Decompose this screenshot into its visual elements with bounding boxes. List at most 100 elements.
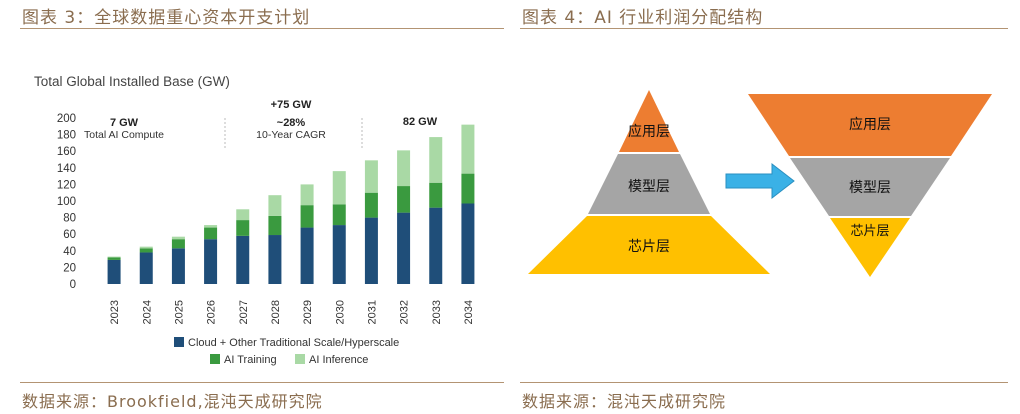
- legend-inference-swatch: [295, 354, 305, 364]
- footer-rule-left: [20, 382, 504, 383]
- bar-segment-training: [171, 239, 185, 249]
- annot-left-value: 7 GW: [110, 117, 139, 129]
- legend-cloud-label: Cloud + Other Traditional Scale/Hypersca…: [188, 337, 399, 349]
- bar-segment-training: [429, 182, 443, 208]
- annot-mid-top: +75 GW: [271, 99, 312, 111]
- left-caption: 图表 3：全球数据重心资本开支计划: [22, 8, 311, 28]
- x-tick-label: 2034: [463, 300, 475, 324]
- right-pyramid-app-label: 应用层: [849, 116, 891, 133]
- bar-segment-training: [204, 227, 218, 240]
- right-source: 数据来源：混沌天成研究院: [522, 392, 727, 411]
- bar-segment-inference: [397, 150, 411, 187]
- bar-segment-cloud: [332, 225, 346, 284]
- bar-segment-inference: [364, 160, 378, 193]
- left-pyramid-chip-label: 芯片层: [628, 239, 670, 255]
- bar-segment-training: [107, 257, 121, 260]
- chart-legend: Cloud + Other Traditional Scale/Hypersca…: [174, 337, 399, 366]
- bar-segment-inference: [107, 256, 121, 258]
- header-rule-left: [20, 28, 504, 29]
- x-tick-label: 2029: [302, 300, 314, 324]
- right-pyramid-model-layer: [790, 158, 950, 216]
- y-tick-label: 20: [63, 262, 76, 274]
- bar-segment-inference: [332, 171, 346, 205]
- x-tick-label: 2024: [141, 300, 153, 324]
- chart-title: Total Global Installed Base (GW): [34, 74, 230, 89]
- annot-mid-label: 10-Year CAGR: [256, 129, 326, 141]
- x-tick-label: 2025: [173, 300, 185, 324]
- bar-segment-inference: [204, 225, 218, 228]
- legend-inference-label: AI Inference: [309, 354, 368, 366]
- bar-segment-training: [300, 205, 314, 228]
- chart-panel: Total Global Installed Base (GW) 0 20 40 60…: [20, 32, 504, 378]
- legend-cloud-swatch: [174, 337, 184, 347]
- y-tick-label: 160: [57, 146, 76, 158]
- x-tick-label: 2027: [238, 300, 250, 324]
- profit-pyramid-diagram: 应用层 模型层 芯片层 应用层 模型层 芯片层: [528, 90, 992, 277]
- header-rule-right: [520, 28, 1008, 29]
- left-source: 数据来源：Brookfield,混沌天成研究院: [22, 392, 323, 411]
- bar-segment-cloud: [397, 212, 411, 284]
- right-caption: 图表 4：AI 行业利润分配结构: [522, 8, 764, 28]
- bar-segment-training: [364, 192, 378, 218]
- stacked-bar-chart: Total Global Installed Base (GW) 0 20 40 60…: [34, 74, 475, 366]
- bar-segment-training: [397, 186, 411, 213]
- x-tick-label: 2030: [334, 300, 346, 324]
- right-pyramid-app-layer: [748, 94, 992, 156]
- left-pyramid-model-label: 模型层: [628, 179, 670, 195]
- y-tick-label: 140: [57, 163, 76, 175]
- bar-segment-cloud: [300, 227, 314, 284]
- right-pyramid-model-label: 模型层: [849, 180, 891, 196]
- y-tick-label: 80: [63, 213, 76, 225]
- bar-segment-inference: [429, 137, 443, 183]
- y-tick-label: 120: [57, 179, 76, 191]
- left-pyramid-model-layer: [588, 154, 710, 214]
- bar-segment-cloud: [236, 235, 250, 284]
- bar-segment-training: [268, 215, 282, 236]
- y-tick-label: 40: [63, 246, 76, 258]
- footer-rule-right: [520, 382, 1008, 383]
- left-pyramid-app-layer: [619, 90, 679, 152]
- y-tick-label: 180: [57, 130, 76, 142]
- bar-segment-cloud: [364, 217, 378, 284]
- y-tick-label: 100: [57, 196, 76, 208]
- bar-segment-training: [332, 204, 346, 226]
- bar-segment-cloud: [268, 235, 282, 284]
- bar-segment-cloud: [107, 259, 121, 284]
- y-axis-ticks: 0 20 40 60 80 100 120 140 160 180 200: [57, 113, 76, 291]
- bar-segment-inference: [139, 246, 153, 249]
- bar-segment-cloud: [429, 207, 443, 284]
- pyramid-panel: 应用层 模型层 芯片层 应用层 模型层 芯片层: [520, 32, 1008, 378]
- x-axis-ticks: 2023 2024 2025 2026 2027 2028 2029 2030 2031 2032…: [109, 300, 475, 324]
- x-tick-label: 2032: [399, 300, 411, 324]
- bar-segment-inference: [461, 124, 475, 174]
- y-tick-label: 0: [70, 279, 76, 291]
- x-tick-label: 2033: [431, 300, 443, 324]
- right-pyramid-chip-label: 芯片层: [850, 224, 889, 239]
- bar-segment-cloud: [139, 252, 153, 284]
- x-tick-label: 2031: [366, 300, 378, 324]
- bar-segment-cloud: [204, 239, 218, 284]
- legend-training-label: AI Training: [224, 354, 277, 366]
- bar-segment-inference: [268, 195, 282, 216]
- annot-mid-value: ~28%: [277, 117, 306, 129]
- y-tick-label: 200: [57, 113, 76, 125]
- annot-right-value: 82 GW: [403, 116, 438, 128]
- bar-group: [107, 124, 475, 284]
- bar-segment-inference: [171, 236, 185, 240]
- bar-segment-cloud: [171, 248, 185, 284]
- bar-segment-inference: [236, 209, 250, 221]
- right-pyramid-chip-layer: [830, 218, 910, 277]
- x-tick-label: 2028: [270, 300, 282, 324]
- x-tick-label: 2023: [109, 300, 121, 324]
- left-pyramid-app-label: 应用层: [628, 123, 670, 140]
- right-arrow-icon: [725, 162, 795, 200]
- left-pyramid-chip-layer: [528, 216, 770, 274]
- annot-left-label: Total AI Compute: [84, 129, 164, 141]
- bar-segment-inference: [300, 184, 314, 206]
- y-tick-label: 60: [63, 229, 76, 241]
- legend-training-swatch: [210, 354, 220, 364]
- bar-segment-training: [236, 220, 250, 236]
- bar-segment-training: [461, 173, 475, 204]
- bar-segment-cloud: [461, 203, 475, 284]
- x-tick-label: 2026: [206, 300, 218, 324]
